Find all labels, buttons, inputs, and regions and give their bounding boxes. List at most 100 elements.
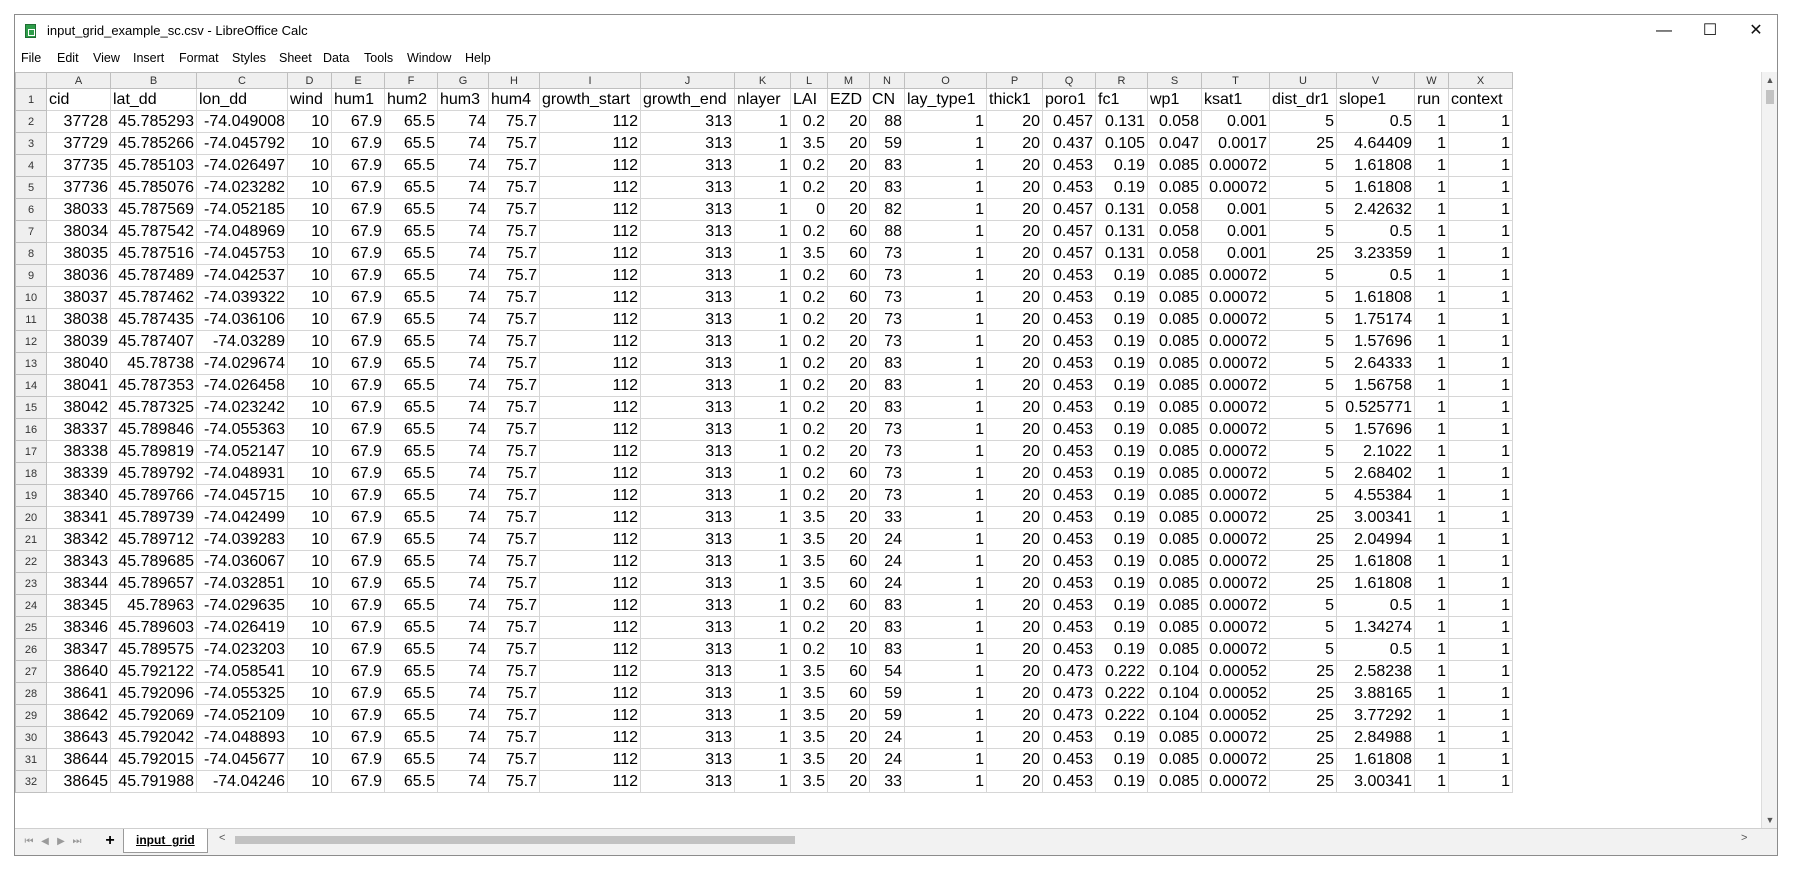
- row-header[interactable]: 2: [15, 110, 47, 133]
- column-header-n[interactable]: N: [869, 72, 905, 89]
- data-cell[interactable]: 10: [287, 682, 332, 705]
- data-cell[interactable]: 313: [640, 286, 735, 309]
- data-cell[interactable]: -74.058541: [196, 660, 288, 683]
- data-cell[interactable]: 0.453: [1042, 308, 1096, 331]
- data-cell[interactable]: 74: [437, 132, 489, 155]
- data-cell[interactable]: -74.023203: [196, 638, 288, 661]
- data-cell[interactable]: 20: [986, 638, 1043, 661]
- data-cell[interactable]: 65.5: [384, 484, 438, 507]
- data-cell[interactable]: 0.00072: [1201, 462, 1270, 485]
- data-cell[interactable]: 1: [1414, 132, 1449, 155]
- data-cell[interactable]: 38641: [46, 682, 111, 705]
- data-cell[interactable]: 112: [539, 726, 641, 749]
- data-cell[interactable]: -74.04246: [196, 770, 288, 793]
- menu-help[interactable]: Help: [465, 51, 491, 65]
- data-cell[interactable]: 20: [986, 330, 1043, 353]
- data-cell[interactable]: 1: [1414, 572, 1449, 595]
- data-cell[interactable]: 0.19: [1095, 506, 1148, 529]
- data-cell[interactable]: 0.00072: [1201, 330, 1270, 353]
- data-cell[interactable]: 45.787569: [110, 198, 197, 221]
- data-cell[interactable]: 20: [986, 440, 1043, 463]
- row-header[interactable]: 7: [15, 220, 47, 243]
- data-cell[interactable]: 10: [287, 154, 332, 177]
- data-cell[interactable]: 75.7: [488, 660, 540, 683]
- data-cell[interactable]: -74.036067: [196, 550, 288, 573]
- data-cell[interactable]: 75.7: [488, 374, 540, 397]
- previous-sheet-icon[interactable]: ◀: [41, 836, 49, 847]
- data-cell[interactable]: 1: [1414, 418, 1449, 441]
- data-cell[interactable]: 74: [437, 110, 489, 133]
- horizontal-scroll-thumb[interactable]: [235, 836, 795, 844]
- data-cell[interactable]: 0.131: [1095, 220, 1148, 243]
- row-header[interactable]: 6: [15, 198, 47, 221]
- data-cell[interactable]: 1: [1448, 374, 1513, 397]
- vertical-scrollbar[interactable]: ▲ ▼: [1761, 72, 1777, 828]
- data-cell[interactable]: 0.453: [1042, 550, 1096, 573]
- data-cell[interactable]: 59: [869, 682, 905, 705]
- data-cell[interactable]: 1: [734, 484, 791, 507]
- data-cell[interactable]: 1: [1414, 528, 1449, 551]
- column-name-cell[interactable]: EZD: [827, 88, 870, 111]
- row-header[interactable]: 28: [15, 682, 47, 705]
- data-cell[interactable]: 75.7: [488, 770, 540, 793]
- data-cell[interactable]: 24: [869, 550, 905, 573]
- data-cell[interactable]: 45.785076: [110, 176, 197, 199]
- data-cell[interactable]: -74.052147: [196, 440, 288, 463]
- data-cell[interactable]: 313: [640, 594, 735, 617]
- data-cell[interactable]: 313: [640, 462, 735, 485]
- data-cell[interactable]: 0.19: [1095, 264, 1148, 287]
- data-cell[interactable]: 0.5: [1336, 110, 1415, 133]
- data-cell[interactable]: 112: [539, 308, 641, 331]
- data-cell[interactable]: 3.5: [790, 528, 828, 551]
- data-cell[interactable]: 313: [640, 616, 735, 639]
- data-cell[interactable]: 25: [1269, 682, 1337, 705]
- row-header[interactable]: 12: [15, 330, 47, 353]
- data-cell[interactable]: 0.19: [1095, 374, 1148, 397]
- data-cell[interactable]: 45.792122: [110, 660, 197, 683]
- data-cell[interactable]: 0.00072: [1201, 374, 1270, 397]
- column-name-cell[interactable]: lon_dd: [196, 88, 288, 111]
- data-cell[interactable]: 112: [539, 638, 641, 661]
- row-header[interactable]: 29: [15, 704, 47, 727]
- data-cell[interactable]: 74: [437, 572, 489, 595]
- data-cell[interactable]: -74.039283: [196, 528, 288, 551]
- data-cell[interactable]: 0.00072: [1201, 484, 1270, 507]
- data-cell[interactable]: 67.9: [331, 726, 385, 749]
- data-cell[interactable]: 1: [1448, 198, 1513, 221]
- data-cell[interactable]: 0.058: [1147, 242, 1202, 265]
- data-cell[interactable]: 45.787407: [110, 330, 197, 353]
- data-cell[interactable]: 20: [827, 418, 870, 441]
- data-cell[interactable]: -74.052185: [196, 198, 288, 221]
- data-cell[interactable]: 112: [539, 242, 641, 265]
- data-cell[interactable]: 0.457: [1042, 198, 1096, 221]
- data-cell[interactable]: 0.085: [1147, 506, 1202, 529]
- data-cell[interactable]: 1: [1414, 154, 1449, 177]
- data-cell[interactable]: 0.2: [790, 462, 828, 485]
- row-header[interactable]: 32: [15, 770, 47, 793]
- data-cell[interactable]: 1: [1448, 352, 1513, 375]
- data-cell[interactable]: -74.045792: [196, 132, 288, 155]
- data-cell[interactable]: 65.5: [384, 176, 438, 199]
- data-cell[interactable]: 20: [986, 484, 1043, 507]
- data-cell[interactable]: 0.085: [1147, 748, 1202, 771]
- data-cell[interactable]: 38340: [46, 484, 111, 507]
- data-cell[interactable]: 45.785266: [110, 132, 197, 155]
- data-cell[interactable]: 112: [539, 176, 641, 199]
- data-cell[interactable]: 1: [1448, 660, 1513, 683]
- data-cell[interactable]: 1: [904, 682, 987, 705]
- data-cell[interactable]: 0.2: [790, 484, 828, 507]
- data-cell[interactable]: -74.039322: [196, 286, 288, 309]
- data-cell[interactable]: 38343: [46, 550, 111, 573]
- data-cell[interactable]: 1: [1448, 286, 1513, 309]
- data-cell[interactable]: 59: [869, 704, 905, 727]
- data-cell[interactable]: 0.453: [1042, 506, 1096, 529]
- data-cell[interactable]: 20: [827, 616, 870, 639]
- data-cell[interactable]: 20: [827, 330, 870, 353]
- data-cell[interactable]: 0.473: [1042, 682, 1096, 705]
- data-cell[interactable]: 74: [437, 418, 489, 441]
- data-cell[interactable]: 67.9: [331, 132, 385, 155]
- data-cell[interactable]: 1: [1414, 264, 1449, 287]
- data-cell[interactable]: 45.789766: [110, 484, 197, 507]
- data-cell[interactable]: 0.19: [1095, 352, 1148, 375]
